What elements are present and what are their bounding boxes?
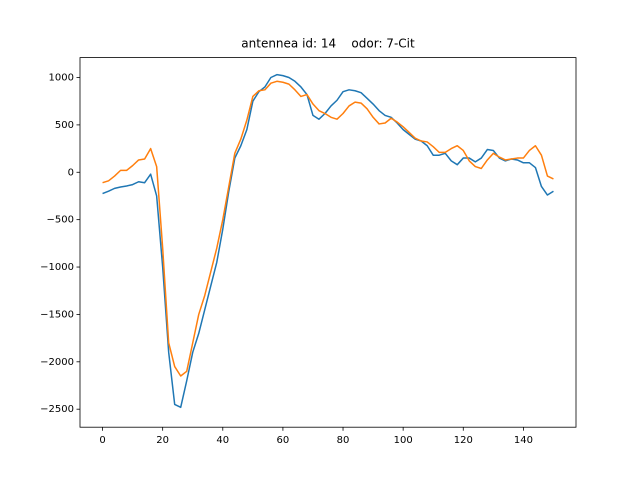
line-series [102,80,554,377]
chart-title: antennea id: 14 odor: 7-Cit [241,37,415,51]
y-tick-label: 1000 [49,73,74,84]
y-tick-label: −1500 [40,309,74,320]
y-tick-label: 0 [68,167,74,178]
line-series [102,73,554,409]
y-tick-label: −500 [47,215,74,226]
x-tick-label: 100 [394,435,413,446]
x-tick-label: 40 [216,435,229,446]
y-tick-label: −2500 [40,404,74,415]
x-tick-label: 120 [454,435,473,446]
y-tick-label: 500 [55,120,74,131]
y-tick-label: −2000 [40,357,74,368]
axes-frame [79,57,577,428]
x-tick-label: 0 [99,435,105,446]
x-tick-label: 60 [277,435,290,446]
y-tick-label: −1000 [40,262,74,273]
x-tick-label: 140 [514,435,533,446]
x-tick-label: 20 [156,435,169,446]
x-tick-label: 80 [337,435,350,446]
